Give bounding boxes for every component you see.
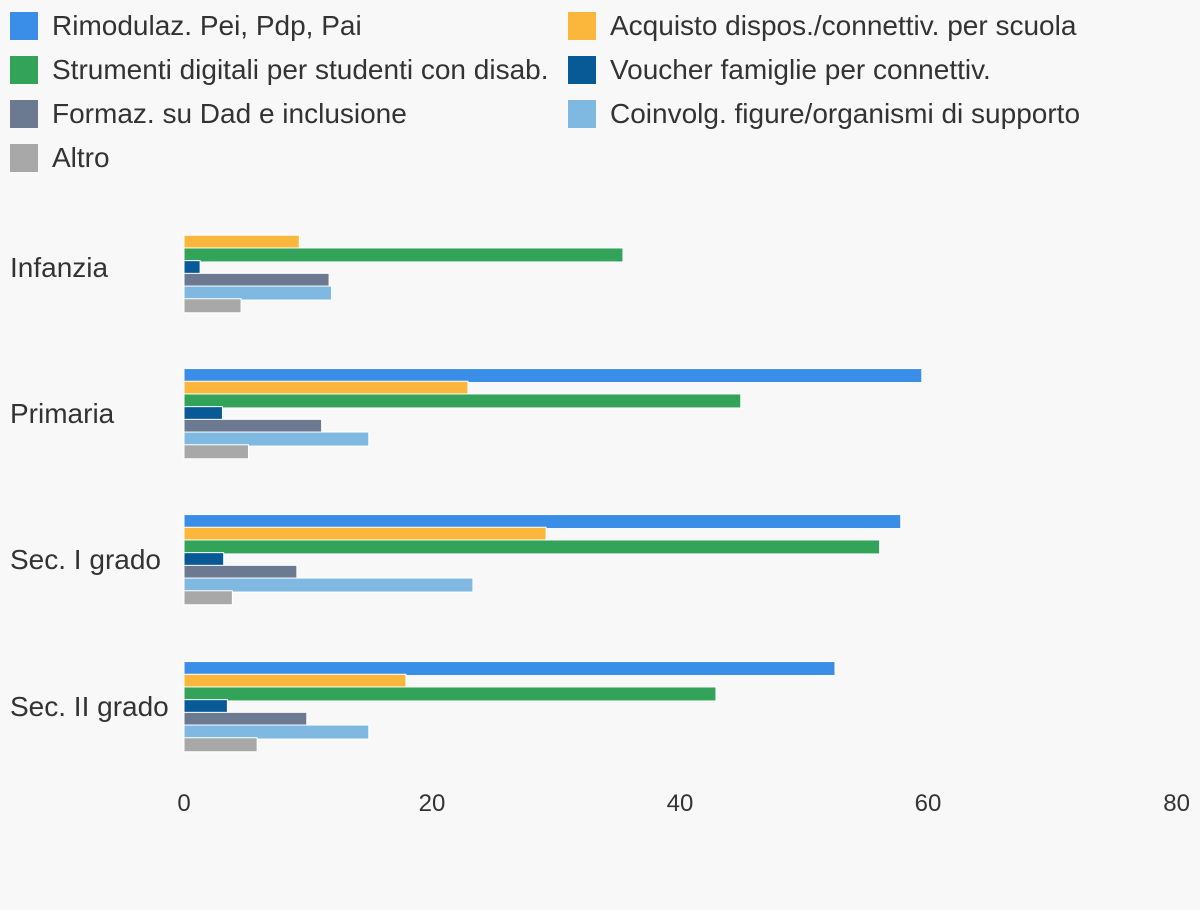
- x-tick-label: 60: [915, 790, 942, 817]
- bar: [184, 407, 222, 421]
- bar: [184, 662, 835, 676]
- x-tick-label: 40: [667, 790, 694, 817]
- bar: [184, 725, 369, 739]
- bar: [184, 381, 468, 395]
- bar: [184, 445, 248, 459]
- bar-group: [184, 235, 623, 313]
- category-label: Primaria: [10, 398, 115, 429]
- bar-group: [184, 515, 901, 605]
- bar: [184, 273, 329, 287]
- bar: [184, 235, 299, 249]
- bar-group: [184, 369, 922, 459]
- bar: [184, 369, 922, 383]
- x-tick-label: 20: [419, 790, 446, 817]
- bar: [184, 394, 741, 408]
- category-label: Sec. I grado: [10, 544, 161, 575]
- bar: [184, 578, 473, 592]
- bar: [184, 286, 332, 300]
- x-tick-label: 0: [177, 790, 190, 817]
- bar: [184, 712, 307, 726]
- bar: [184, 553, 224, 567]
- bar: [184, 591, 232, 605]
- bar: [184, 540, 880, 554]
- bar-group: [184, 662, 835, 752]
- bar: [184, 674, 406, 688]
- category-label: Sec. II grado: [10, 691, 169, 722]
- bar: [184, 248, 623, 262]
- bar: [184, 419, 322, 433]
- bar: [184, 527, 546, 541]
- bar: [184, 432, 369, 446]
- bar: [184, 565, 297, 579]
- bar: [184, 700, 227, 714]
- x-tick-label: 80: [1163, 790, 1190, 817]
- bar: [184, 738, 257, 752]
- bar: [184, 299, 241, 313]
- bar: [184, 515, 901, 529]
- bar: [184, 687, 716, 701]
- bar: [184, 261, 200, 275]
- category-label: Infanzia: [10, 252, 108, 283]
